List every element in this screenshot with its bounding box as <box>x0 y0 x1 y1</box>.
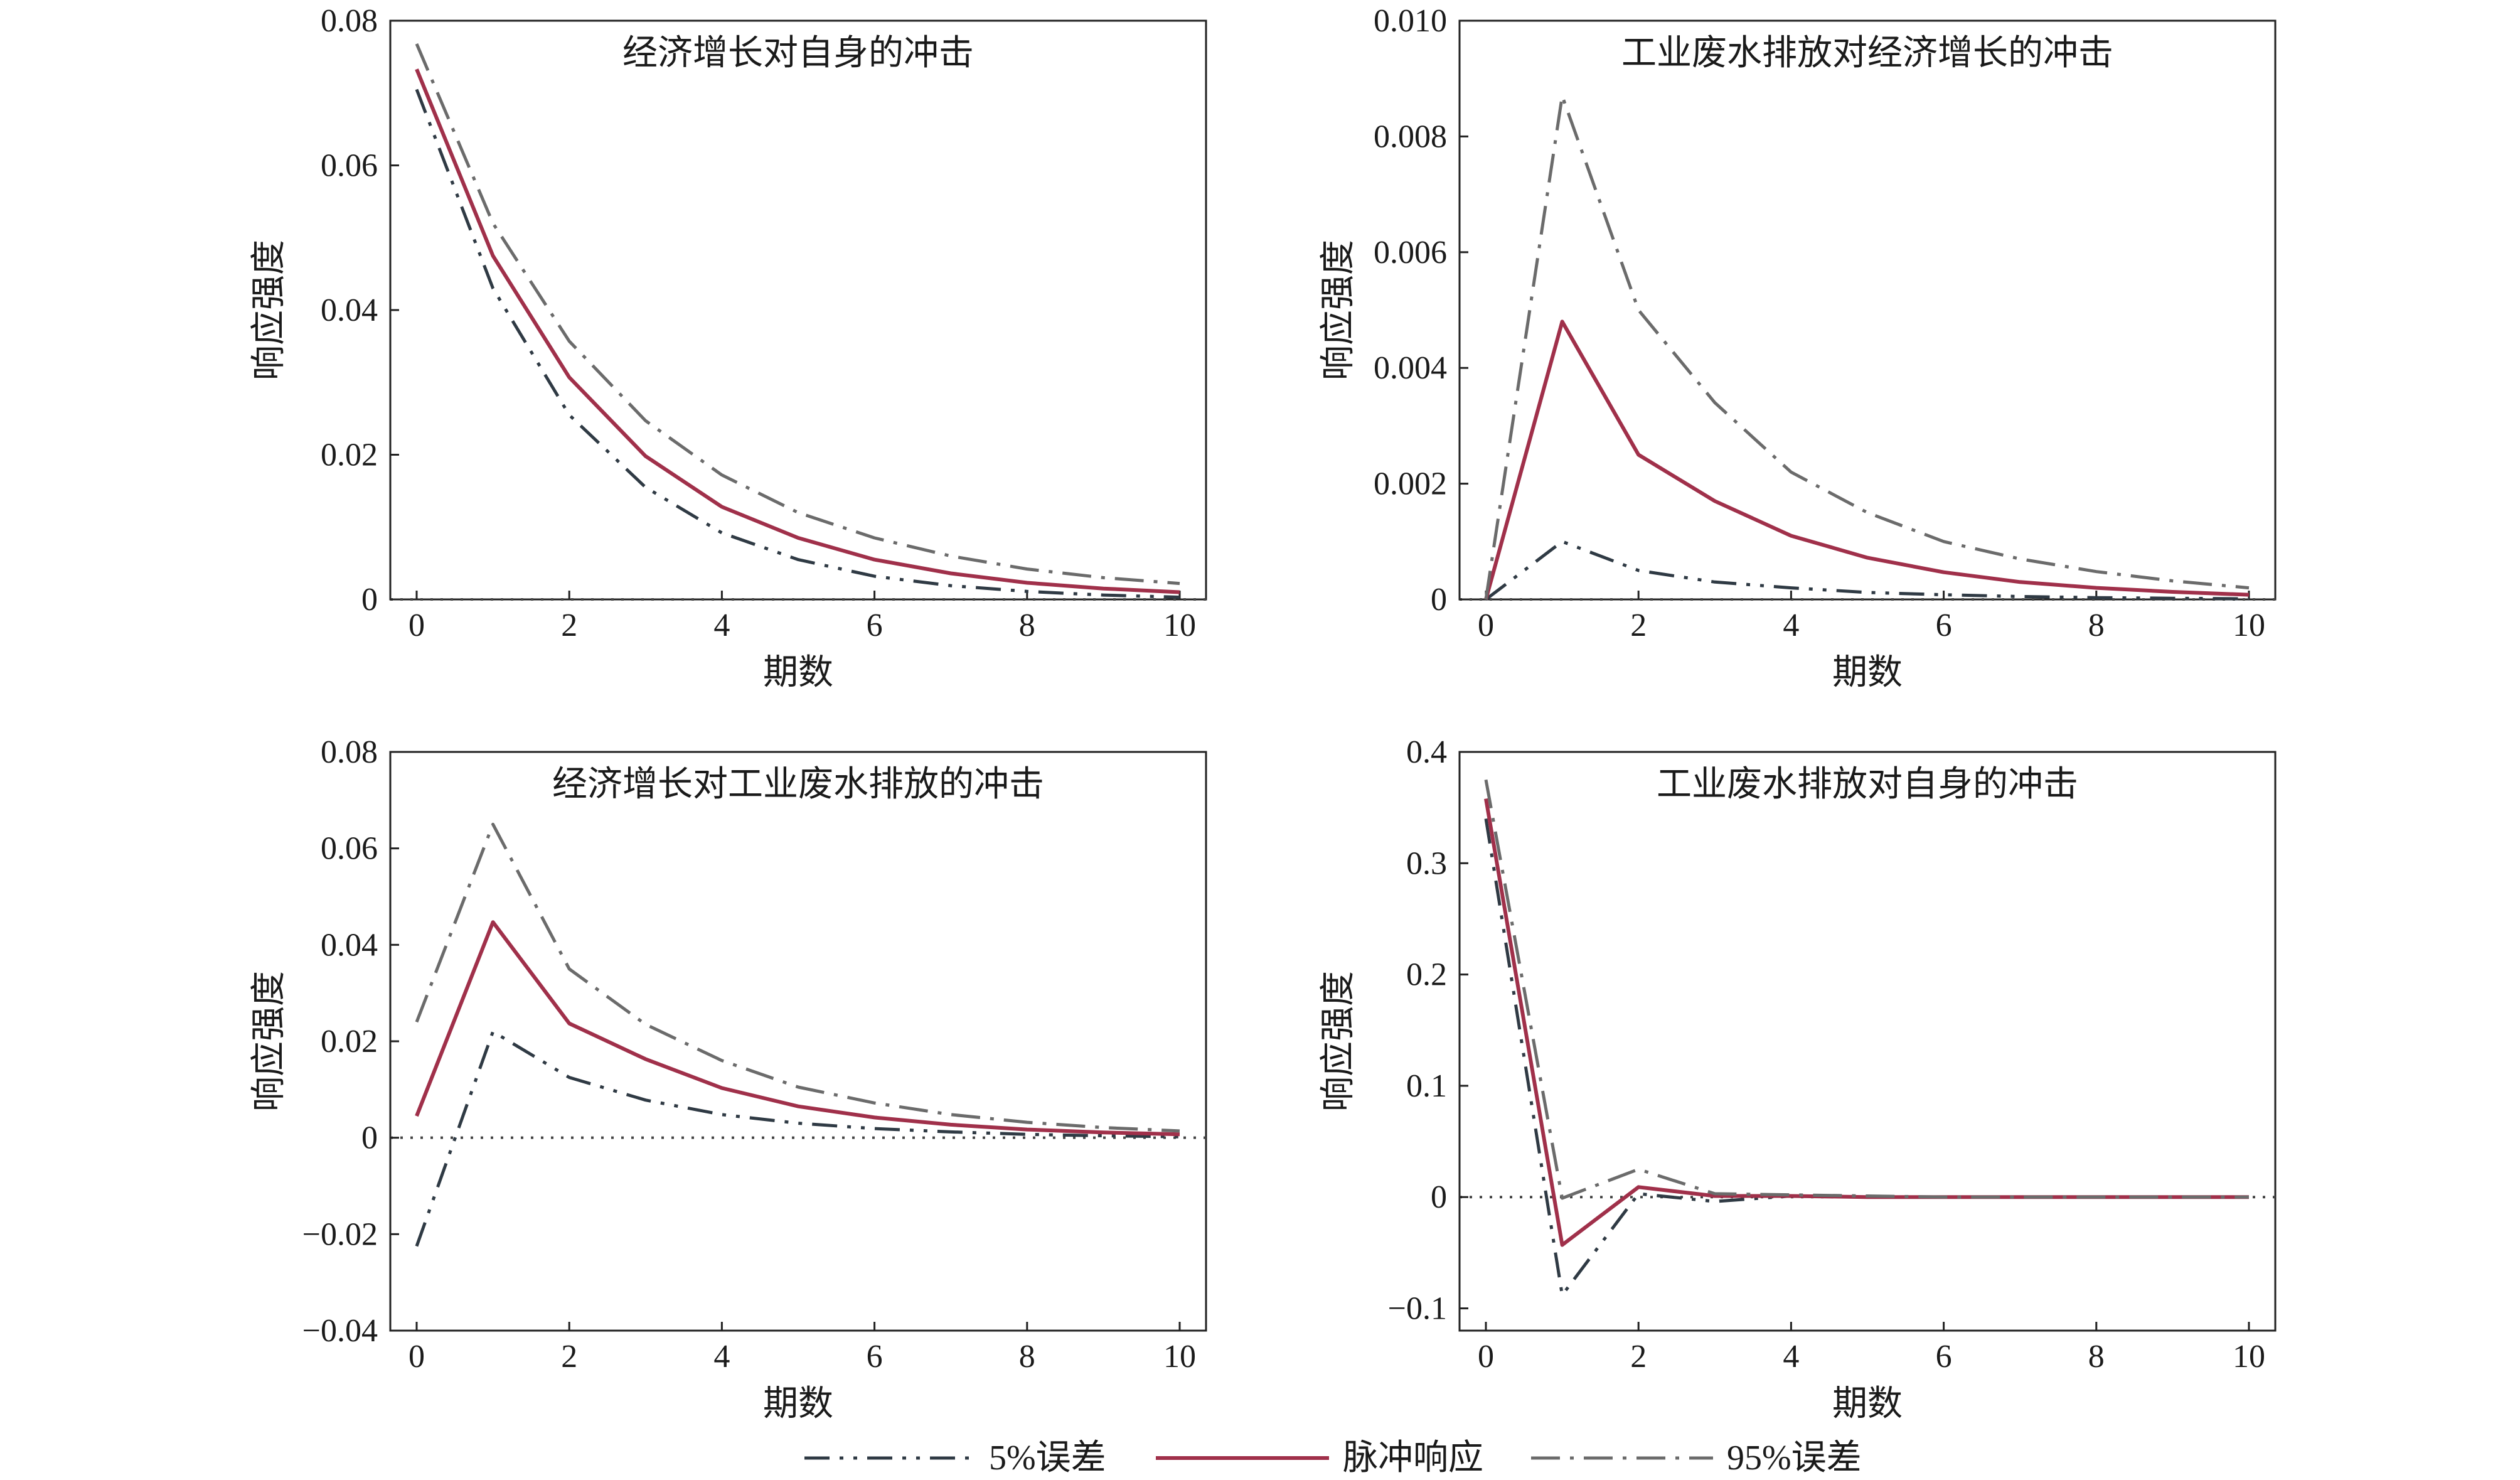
series-line-lower <box>1485 540 2250 601</box>
y-axis-label: 响应强度 <box>1319 971 1358 1112</box>
y-tick-label: 0.004 <box>1374 350 1447 386</box>
x-tick-label: 0 <box>1478 1339 1494 1375</box>
y-tick-label: −0.04 <box>302 1313 378 1349</box>
x-tick-label: 10 <box>2233 608 2265 643</box>
series-line-impulse <box>415 920 1180 1137</box>
y-tick-label: 0.006 <box>1374 235 1447 271</box>
x-tick-label: 4 <box>713 608 730 643</box>
x-tick-label: 2 <box>561 608 577 643</box>
chart-panels: 0 2 4 6 8 1000.020.040.060.08经济增长对自身的冲击期数响应强度… <box>250 3 2277 1424</box>
y-tick-label: 0.06 <box>321 148 378 184</box>
y-tick-label: 0 <box>361 582 378 618</box>
series-line-upper <box>1484 94 2250 600</box>
x-tick-label: 0 <box>408 1339 425 1375</box>
y-tick-label: 0 <box>1431 582 1447 618</box>
series-line-upper <box>415 43 1180 586</box>
series-line-impulse <box>1484 319 2250 600</box>
y-tick-label: 0.02 <box>321 1024 378 1059</box>
y-tick-label: 0.010 <box>1374 3 1447 39</box>
x-tick-label: 8 <box>2088 1339 2105 1375</box>
series-line-upper <box>1484 779 2249 1200</box>
y-tick-label: 0.04 <box>321 927 378 963</box>
x-tick-label: 10 <box>1163 608 1196 643</box>
x-tick-label: 6 <box>867 1339 883 1375</box>
y-axis-label: 响应强度 <box>1319 240 1358 380</box>
x-tick-label: 8 <box>1019 608 1035 643</box>
y-tick-label: −0.02 <box>302 1216 378 1252</box>
x-tick-label: 10 <box>2233 1339 2265 1375</box>
chart-panel-3: 0 2 4 6 8 10 −0.04 −0.02 0 0.02 0.04 0.06 0.08 经济增长对工… <box>250 734 1207 1424</box>
y-axis-label: 响应强度 <box>250 971 289 1112</box>
plot-frame <box>1458 19 2277 601</box>
x-axis-label: 期数 <box>1832 653 1903 692</box>
panel-title: 经济增长对自身的冲击 <box>622 34 974 73</box>
x-tick-label: 6 <box>1936 1339 1952 1375</box>
x-tick-label: 8 <box>2088 608 2105 643</box>
y-tick-label: 0 <box>1431 1179 1447 1215</box>
y-tick-label: 0.4 <box>1406 734 1447 770</box>
y-tick-label: 0.1 <box>1406 1068 1447 1104</box>
x-tick-label: 0 <box>408 608 425 643</box>
series-line-impulse <box>415 68 1180 594</box>
x-axis-label: 期数 <box>1832 1385 1903 1424</box>
x-axis-label: 期数 <box>763 653 833 692</box>
panel-title: 工业废水排放对经济增长的冲击 <box>1621 34 2113 73</box>
x-tick-label: 2 <box>1630 1339 1647 1375</box>
y-axis-label: 响应强度 <box>250 240 289 380</box>
x-tick-label: 2 <box>1630 608 1647 643</box>
chart-panel-2: 0 2 4 6 8 10 0 0.002 0.004 0.006 0.008 0.010 工业废水排放对… <box>1319 3 2277 692</box>
y-tick-label: 0.3 <box>1406 845 1447 881</box>
y-tick-label: 0.06 <box>321 831 378 867</box>
panel-title: 经济增长对工业废水排放的冲击 <box>552 765 1044 804</box>
legend-lower-label: 5%误差 <box>989 1439 1106 1477</box>
series-line-lower <box>415 88 1180 599</box>
series-line-impulse <box>1484 798 2249 1247</box>
legend-upper-label: 95%误差 <box>1727 1439 1862 1477</box>
y-tick-label: 0.08 <box>321 734 378 770</box>
y-tick-label: 0 <box>361 1120 378 1156</box>
series-line-lower <box>1484 818 2249 1297</box>
x-tick-label: 4 <box>713 1339 730 1375</box>
x-tick-label: 8 <box>1019 1339 1035 1375</box>
x-tick-label: 4 <box>1783 608 1799 643</box>
x-tick-label: 2 <box>561 1339 577 1375</box>
x-tick-label: 6 <box>1936 608 1952 643</box>
y-tick-label: −0.1 <box>1388 1291 1447 1327</box>
series-line-upper <box>415 822 1180 1133</box>
y-tick-label: 0.008 <box>1374 119 1447 154</box>
x-tick-label: 0 <box>1478 608 1494 643</box>
x-tick-label: 6 <box>867 608 883 643</box>
plot-frame <box>389 19 1207 601</box>
y-tick-label: 0.02 <box>321 437 378 473</box>
x-tick-label: 10 <box>1163 1339 1196 1375</box>
legend-impulse-label: 脉冲响应 <box>1343 1439 1483 1477</box>
plot-frame <box>1458 751 2277 1332</box>
y-tick-label: 0.08 <box>321 3 378 39</box>
y-tick-label: 0.2 <box>1406 957 1447 993</box>
panel-title: 工业废水排放对自身的冲击 <box>1657 765 2078 804</box>
y-tick-label: 0.04 <box>321 292 378 328</box>
y-tick-label: 0.002 <box>1374 466 1447 502</box>
series-line-lower <box>415 1030 1180 1247</box>
x-axis-label: 期数 <box>763 1385 833 1424</box>
x-tick-label: 4 <box>1783 1339 1799 1375</box>
legend: 5%误差 脉冲响应 95%误差 <box>804 1439 1862 1477</box>
plot-frame <box>389 751 1207 1332</box>
